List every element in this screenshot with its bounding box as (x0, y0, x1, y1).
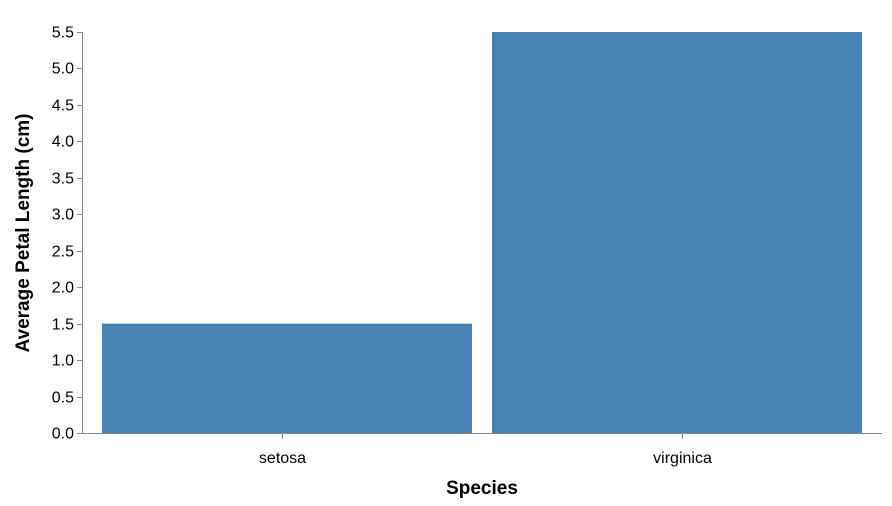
bars-group (102, 32, 862, 433)
y-tick-label: 1.5 (52, 317, 74, 334)
y-tick-label: 3.0 (52, 207, 74, 224)
y-tick-label: 0.5 (52, 390, 74, 407)
y-tick-label: 3.5 (52, 171, 74, 188)
y-tick-label: 4.5 (52, 98, 74, 115)
y-tick-label: 2.0 (52, 280, 74, 297)
y-tick-label: 5.0 (52, 61, 74, 78)
x-tick-label: virginica (653, 450, 712, 467)
x-tick-label: setosa (259, 450, 306, 467)
y-axis: 0.0 0.5 1.0 1.5 2.0 2.5 3.0 3.5 4.0 4.5 5.0 5.5 (52, 25, 83, 443)
y-tick-label: 4.0 (52, 134, 74, 151)
x-axis-title: Species (446, 478, 518, 499)
y-tick-label: 2.5 (52, 244, 74, 261)
y-tick-label: 0.0 (52, 426, 74, 443)
y-tick-label: 1.0 (52, 353, 74, 370)
bar-setosa (102, 323, 472, 433)
x-axis: setosa virginica (82, 433, 882, 467)
bar-virginica (492, 32, 862, 433)
y-tick-label: 5.5 (52, 25, 74, 42)
y-axis-title: Average Petal Length (cm) (13, 114, 34, 353)
